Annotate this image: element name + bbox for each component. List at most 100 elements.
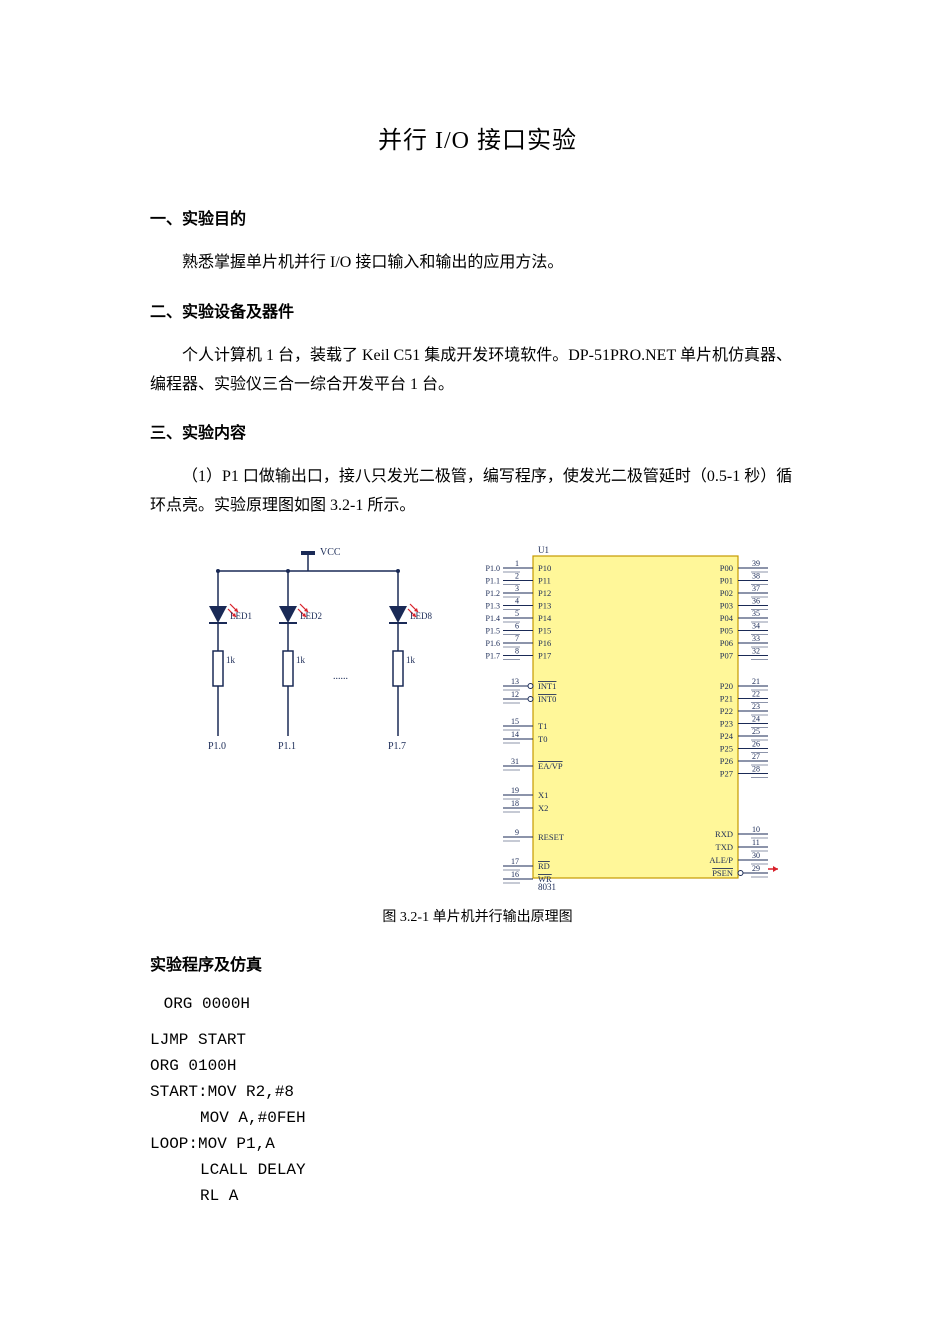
svg-text:P06: P06 bbox=[719, 638, 732, 648]
svg-text:4: 4 bbox=[515, 596, 519, 605]
svg-text:P01: P01 bbox=[719, 575, 732, 585]
svg-text:25: 25 bbox=[752, 727, 760, 736]
svg-text:P1.7: P1.7 bbox=[388, 741, 406, 752]
svg-text:29: 29 bbox=[752, 864, 760, 873]
svg-text:3: 3 bbox=[515, 584, 519, 593]
svg-text:21: 21 bbox=[752, 677, 760, 686]
svg-text:32: 32 bbox=[752, 646, 760, 655]
svg-text:14: 14 bbox=[511, 730, 519, 739]
svg-text:26: 26 bbox=[752, 739, 760, 748]
section-3-body: （1）P1 口做输出口，接八只发光二极管，编写程序，使发光二极管延时（0.5-1… bbox=[150, 463, 805, 521]
code-line: START:MOV R2,#8 bbox=[150, 1083, 805, 1101]
svg-text:INT0: INT0 bbox=[538, 694, 556, 704]
svg-text:X1: X1 bbox=[538, 790, 548, 800]
svg-text:38: 38 bbox=[752, 571, 760, 580]
svg-text:37: 37 bbox=[752, 584, 760, 593]
svg-text:P20: P20 bbox=[719, 681, 732, 691]
svg-text:P00: P00 bbox=[719, 563, 732, 573]
svg-text:T1: T1 bbox=[538, 721, 547, 731]
svg-text:P23: P23 bbox=[719, 718, 732, 728]
svg-text:P03: P03 bbox=[719, 600, 732, 610]
circuit-diagram: VCCLED11kP1.0LED21kP1.1LED81kP1.7......U… bbox=[158, 541, 798, 901]
svg-text:RESET: RESET bbox=[538, 832, 565, 842]
section-1-heading: 一、实验目的 bbox=[150, 205, 805, 229]
code-line: LJMP START bbox=[150, 1031, 805, 1049]
section-2-heading: 二、实验设备及器件 bbox=[150, 298, 805, 322]
svg-text:P16: P16 bbox=[538, 638, 551, 648]
svg-text:P1.5: P1.5 bbox=[485, 626, 499, 635]
svg-text:P22: P22 bbox=[719, 706, 732, 716]
svg-text:LED2: LED2 bbox=[300, 611, 322, 621]
svg-text:X2: X2 bbox=[538, 803, 548, 813]
svg-text:28: 28 bbox=[752, 764, 760, 773]
code-line: LOOP:MOV P1,A bbox=[150, 1135, 805, 1153]
svg-text:P1.3: P1.3 bbox=[485, 601, 499, 610]
svg-text:P1.0: P1.0 bbox=[208, 741, 226, 752]
svg-text:P25: P25 bbox=[719, 743, 732, 753]
svg-text:39: 39 bbox=[752, 559, 760, 568]
svg-text:P13: P13 bbox=[538, 600, 551, 610]
svg-text:P12: P12 bbox=[538, 588, 551, 598]
svg-text:TXD: TXD bbox=[715, 842, 732, 852]
svg-text:P15: P15 bbox=[538, 625, 551, 635]
svg-text:P24: P24 bbox=[719, 731, 733, 741]
code-line: RL A bbox=[150, 1187, 805, 1205]
section-2-body: 个人计算机 1 台，装载了 Keil C51 集成开发环境软件。DP-51PRO… bbox=[150, 342, 805, 400]
svg-text:INT1: INT1 bbox=[538, 681, 556, 691]
svg-text:16: 16 bbox=[511, 870, 519, 879]
svg-text:P04: P04 bbox=[719, 613, 733, 623]
svg-text:LED8: LED8 bbox=[410, 611, 432, 621]
code-line: ORG 0100H bbox=[150, 1057, 805, 1075]
svg-text:19: 19 bbox=[511, 786, 519, 795]
svg-text:24: 24 bbox=[752, 714, 760, 723]
svg-text:LED1: LED1 bbox=[230, 611, 252, 621]
svg-text:VCC: VCC bbox=[320, 547, 341, 558]
svg-text:1k: 1k bbox=[226, 655, 236, 665]
svg-text:8: 8 bbox=[515, 646, 519, 655]
svg-text:P11: P11 bbox=[538, 575, 551, 585]
page-title: 并行 I/O 接口实验 bbox=[150, 120, 805, 155]
code-line: LCALL DELAY bbox=[150, 1161, 805, 1179]
svg-text:13: 13 bbox=[511, 677, 519, 686]
svg-text:P1.6: P1.6 bbox=[485, 639, 499, 648]
section-1-body: 熟悉掌握单片机并行 I/O 接口输入和输出的应用方法。 bbox=[150, 249, 805, 278]
svg-text:35: 35 bbox=[752, 609, 760, 618]
svg-text:PSEN: PSEN bbox=[712, 868, 733, 878]
svg-text:17: 17 bbox=[511, 857, 519, 866]
code-block: ORG 0000H LJMP START ORG 0100H START:MOV R2… bbox=[150, 995, 805, 1205]
svg-text:P1.4: P1.4 bbox=[485, 614, 499, 623]
svg-text:30: 30 bbox=[752, 851, 760, 860]
svg-text:1k: 1k bbox=[296, 655, 306, 665]
svg-text:P21: P21 bbox=[719, 693, 732, 703]
code-line: ORG 0000H bbox=[150, 995, 805, 1013]
svg-text:11: 11 bbox=[752, 838, 760, 847]
svg-text:7: 7 bbox=[515, 634, 519, 643]
svg-text:P1.1: P1.1 bbox=[485, 576, 499, 585]
svg-text:31: 31 bbox=[511, 757, 519, 766]
svg-text:P26: P26 bbox=[719, 756, 732, 766]
svg-text:18: 18 bbox=[511, 799, 519, 808]
svg-text:......: ...... bbox=[333, 671, 348, 682]
svg-text:U1: U1 bbox=[538, 545, 549, 555]
section-3-heading: 三、实验内容 bbox=[150, 419, 805, 443]
svg-text:22: 22 bbox=[752, 689, 760, 698]
svg-text:P10: P10 bbox=[538, 563, 551, 573]
svg-text:P05: P05 bbox=[719, 625, 732, 635]
svg-text:P1.1: P1.1 bbox=[278, 741, 296, 752]
svg-text:36: 36 bbox=[752, 596, 760, 605]
svg-text:RD: RD bbox=[538, 861, 550, 871]
figure-caption: 图 3.2-1 单片机并行输出原理图 bbox=[150, 906, 805, 926]
svg-text:5: 5 bbox=[515, 609, 519, 618]
code-line: MOV A,#0FEH bbox=[150, 1109, 805, 1127]
svg-text:ALE/P: ALE/P bbox=[709, 855, 733, 865]
svg-text:P1.7: P1.7 bbox=[485, 651, 499, 660]
svg-text:P1.2: P1.2 bbox=[485, 589, 499, 598]
svg-text:P07: P07 bbox=[719, 650, 732, 660]
svg-text:12: 12 bbox=[511, 690, 519, 699]
svg-text:T0: T0 bbox=[538, 734, 547, 744]
svg-text:1: 1 bbox=[515, 559, 519, 568]
svg-text:9: 9 bbox=[515, 828, 519, 837]
svg-text:P17: P17 bbox=[538, 650, 551, 660]
svg-text:10: 10 bbox=[752, 825, 760, 834]
svg-text:RXD: RXD bbox=[715, 829, 733, 839]
